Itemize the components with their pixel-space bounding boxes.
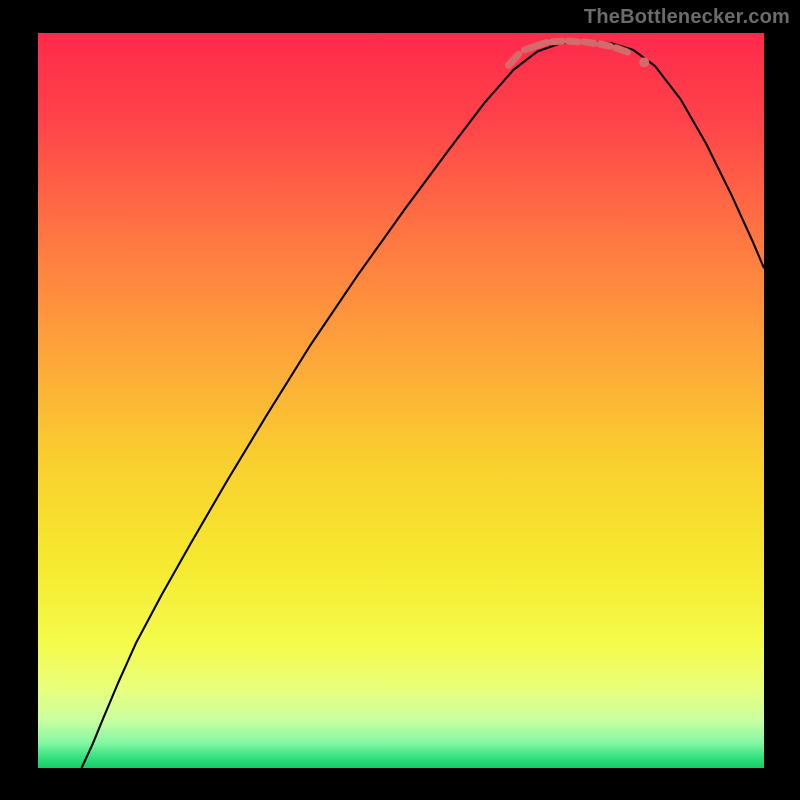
optimal-mark: [616, 48, 628, 52]
optimal-mark: [600, 44, 610, 46]
stage: TheBottlenecker.com: [0, 0, 800, 800]
plot-area: [38, 33, 764, 768]
optimal-mark: [584, 42, 594, 43]
optimal-mark: [568, 41, 578, 42]
watermark-text: TheBottlenecker.com: [584, 6, 790, 29]
optimal-dot: [639, 57, 649, 67]
optimal-mark: [552, 41, 562, 42]
gradient-background: [38, 33, 764, 768]
chart-svg: [38, 33, 764, 768]
